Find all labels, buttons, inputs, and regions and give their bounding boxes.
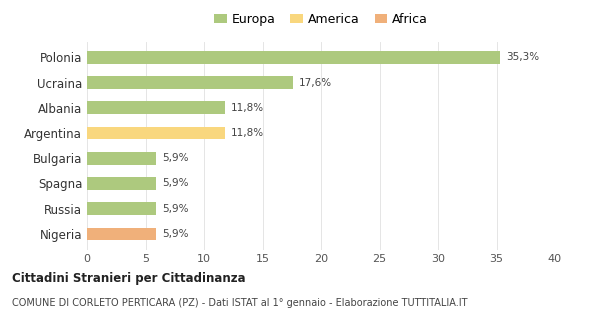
Text: 17,6%: 17,6% [299, 77, 332, 88]
Bar [87, 127, 225, 139]
Bar [87, 101, 225, 114]
Bar [87, 228, 156, 240]
Text: 5,9%: 5,9% [162, 179, 188, 188]
Bar [87, 177, 156, 190]
Bar [87, 76, 293, 89]
Text: 5,9%: 5,9% [162, 204, 188, 214]
Text: 11,8%: 11,8% [231, 128, 264, 138]
Text: 35,3%: 35,3% [506, 52, 539, 62]
Text: COMUNE DI CORLETO PERTICARA (PZ) - Dati ISTAT al 1° gennaio - Elaborazione TUTTI: COMUNE DI CORLETO PERTICARA (PZ) - Dati … [12, 298, 467, 308]
Text: 5,9%: 5,9% [162, 229, 188, 239]
Text: 5,9%: 5,9% [162, 153, 188, 163]
Bar [87, 51, 500, 64]
Legend: Europa, America, Africa: Europa, America, Africa [209, 8, 433, 31]
Bar [87, 152, 156, 164]
Bar [87, 202, 156, 215]
Text: Cittadini Stranieri per Cittadinanza: Cittadini Stranieri per Cittadinanza [12, 272, 245, 285]
Text: 11,8%: 11,8% [231, 103, 264, 113]
